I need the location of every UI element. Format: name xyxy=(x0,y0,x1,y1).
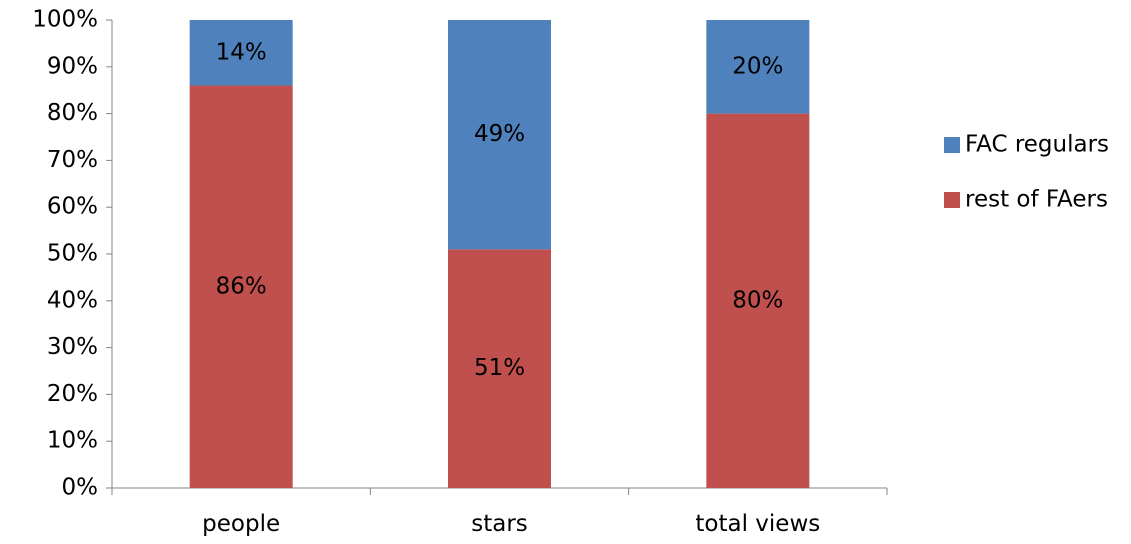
bar-segment xyxy=(706,20,810,114)
x-tick-label: stars xyxy=(471,511,528,537)
data-label: 80% xyxy=(732,287,783,313)
bar-segment xyxy=(189,85,293,489)
x-axis: people stars total views xyxy=(111,487,888,537)
y-tick-label: 90% xyxy=(47,53,98,79)
y-tick-label: 30% xyxy=(47,334,98,360)
y-tick-label: 40% xyxy=(47,287,98,313)
bar-segment xyxy=(706,113,810,488)
bar-segment xyxy=(189,20,293,86)
bar-segment xyxy=(448,249,551,488)
data-label: 20% xyxy=(732,53,783,79)
y-axis: 0% 10% 20% 30% 40% 50% 60% 70% 80% 90% 100% xyxy=(32,7,113,501)
legend-label: rest of FAers xyxy=(965,187,1108,213)
y-tick-label: 10% xyxy=(47,428,98,454)
x-tick-label: total views xyxy=(695,511,820,537)
y-tick-label: 80% xyxy=(47,100,98,126)
y-tick-label: 60% xyxy=(47,194,98,220)
data-label: 86% xyxy=(216,273,267,299)
y-tick-label: 50% xyxy=(47,241,98,267)
legend-swatch xyxy=(944,192,960,208)
data-label: 14% xyxy=(216,39,267,65)
bar-segment xyxy=(448,20,551,250)
y-tick-label: 20% xyxy=(47,381,98,407)
bars: 86% 14% 51% 49% 80% 20% xyxy=(189,20,810,489)
data-label: 49% xyxy=(474,121,525,147)
y-tick-label: 0% xyxy=(62,475,99,501)
legend-swatch xyxy=(944,137,960,153)
y-tick-label: 70% xyxy=(47,147,98,173)
legend-label: FAC regulars xyxy=(965,132,1109,158)
y-tick-label: 100% xyxy=(32,7,98,33)
data-label: 51% xyxy=(474,355,525,381)
legend: FAC regulars rest of FAers xyxy=(944,132,1109,213)
x-tick-label: people xyxy=(202,511,280,537)
